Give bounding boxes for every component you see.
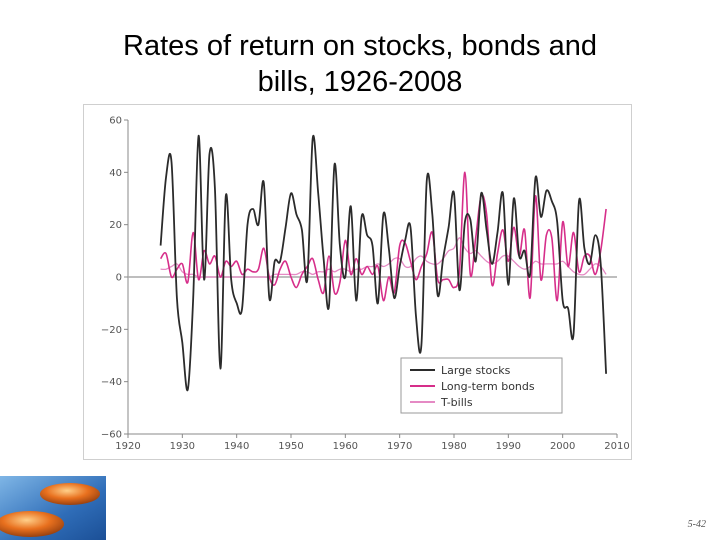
y-tick-label: 20 bbox=[109, 220, 122, 231]
x-tick-label: 1920 bbox=[115, 441, 140, 452]
x-tick-label: 2010 bbox=[604, 441, 629, 452]
y-tick-label: −20 bbox=[101, 325, 122, 336]
slide-number: 5-42 bbox=[687, 519, 706, 530]
y-tick-label: 0 bbox=[116, 273, 122, 284]
y-tick-label: 40 bbox=[109, 168, 122, 179]
x-tick-label: 1980 bbox=[441, 441, 466, 452]
slide-title-line-2: bills, 1926-2008 bbox=[257, 66, 463, 98]
x-tick-label: 1990 bbox=[496, 441, 521, 452]
chart-legend: Large stocks Long-term bonds T-bills bbox=[400, 357, 563, 414]
y-tick-label: −60 bbox=[101, 430, 122, 441]
pebbles-decoration-image bbox=[0, 476, 106, 540]
slide-title: Rates of return on stocks, bonds and bil… bbox=[60, 28, 660, 100]
slide-title-line-1: Rates of return on stocks, bonds and bbox=[123, 30, 597, 62]
x-tick-label: 1970 bbox=[387, 441, 412, 452]
x-tick-label: 1960 bbox=[333, 441, 358, 452]
x-tick-label: 2000 bbox=[550, 441, 575, 452]
y-tick-label: 60 bbox=[109, 116, 122, 127]
x-tick-label: 1930 bbox=[170, 441, 195, 452]
series-line-large-stocks bbox=[159, 134, 607, 392]
y-tick-label: −40 bbox=[101, 377, 122, 388]
x-tick-label: 1950 bbox=[278, 441, 303, 452]
x-tick-label: 1940 bbox=[224, 441, 249, 452]
returns-chart: 60 40 20 0 −20 −40 −60 1920 1930 1940 1950 1960 1970… bbox=[83, 104, 632, 460]
legend-label: T-bills bbox=[440, 396, 473, 409]
legend-label: Large stocks bbox=[441, 364, 511, 377]
legend-label: Long-term bonds bbox=[441, 380, 535, 393]
legend-frame bbox=[400, 357, 563, 414]
